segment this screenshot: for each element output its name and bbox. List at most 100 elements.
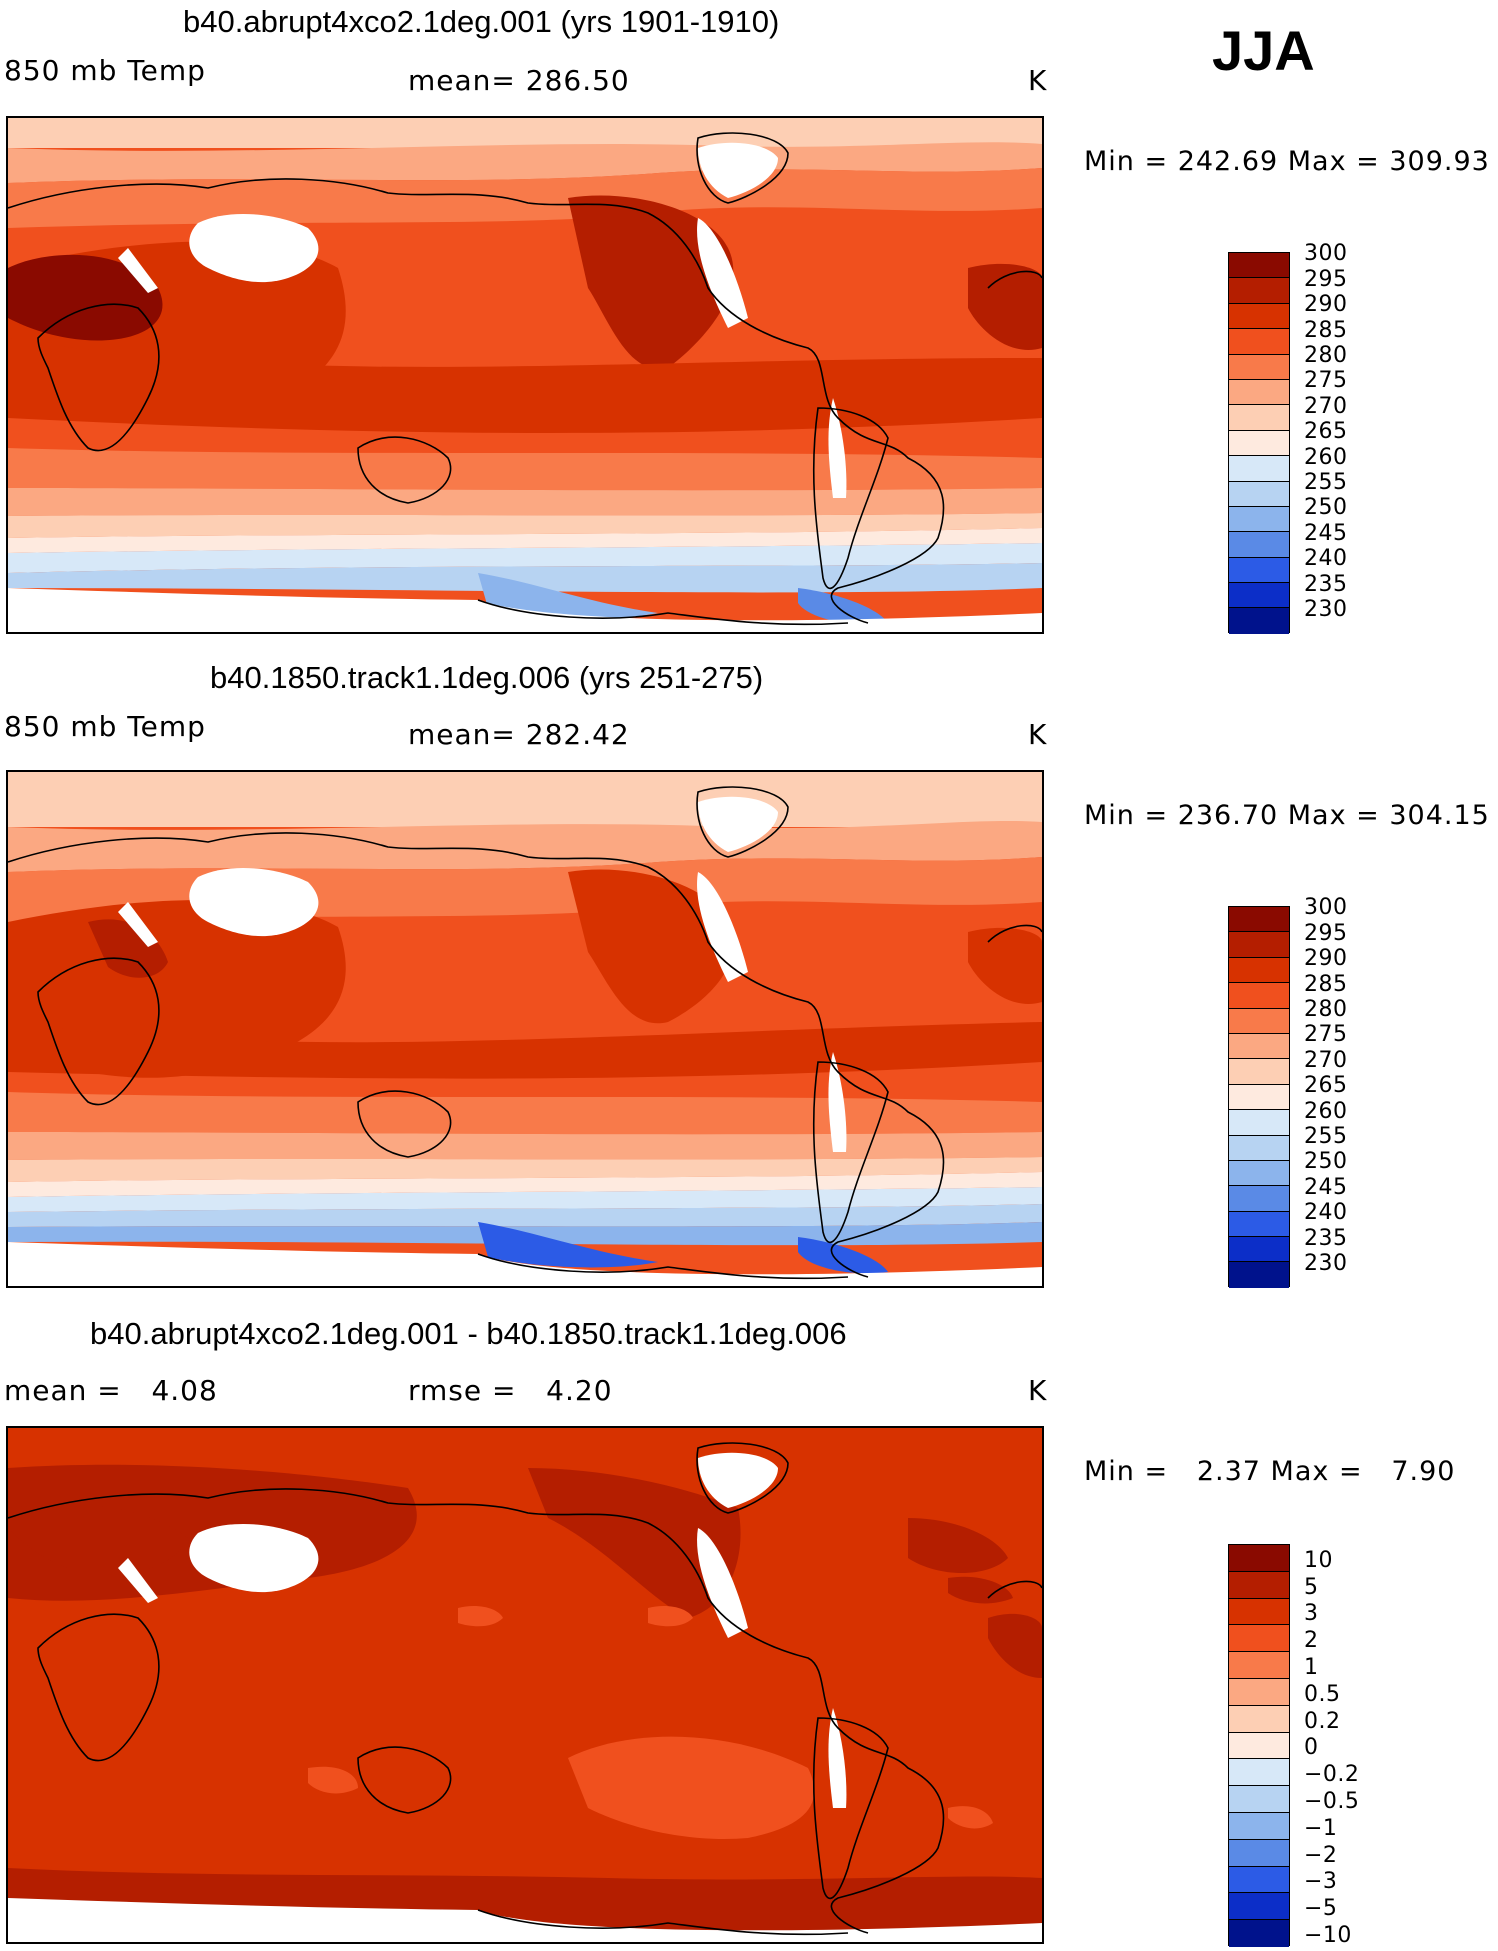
panel-1-variable-label: 850 mb Temp	[4, 54, 206, 87]
colorbar-tick-label: 275	[1304, 1022, 1348, 1048]
colorbar-tick-label: −5	[1304, 1896, 1338, 1922]
colorbar-swatch	[1229, 456, 1289, 482]
colorbar-tick-label: 10	[1304, 1547, 1333, 1573]
panel-2-map	[6, 770, 1044, 1288]
colorbar-swatch	[1229, 1084, 1289, 1111]
colorbar-tick-label: 3	[1304, 1601, 1319, 1627]
colorbar-tick-label: −1	[1304, 1815, 1338, 1841]
colorbar-swatch	[1229, 1893, 1289, 1921]
colorbar-swatch	[1229, 1008, 1289, 1034]
panel-2-mean-label: mean= 282.42	[408, 718, 630, 751]
colorbar-tick-label: 285	[1304, 317, 1348, 343]
panel-1-units: K	[1028, 64, 1048, 97]
colorbar-tick-label: 0.5	[1304, 1681, 1341, 1707]
colorbar-tick-label: 295	[1304, 920, 1348, 946]
colorbar-swatch	[1229, 253, 1289, 279]
colorbar-swatch	[1229, 1598, 1289, 1626]
colorbar-swatch	[1229, 983, 1289, 1009]
colorbar-swatch	[1229, 1033, 1289, 1060]
panel-3-title: b40.abrupt4xco2.1deg.001 - b40.1850.trac…	[90, 1316, 847, 1351]
colorbar-swatch	[1229, 405, 1289, 431]
colorbar-tick-label: 275	[1304, 368, 1348, 394]
colorbar-swatch	[1229, 1839, 1289, 1867]
panel-1-title: b40.abrupt4xco2.1deg.001 (yrs 1901-1910)	[183, 4, 780, 39]
panel-3-map	[6, 1426, 1044, 1944]
colorbar-tick-label: −10	[1304, 1923, 1352, 1948]
panel-3-min-max: Min = 2.37 Max = 7.90	[1084, 1456, 1456, 1487]
colorbar-swatch	[1229, 1211, 1289, 1238]
colorbar-swatch	[1229, 1786, 1289, 1813]
colorbar-swatch	[1229, 583, 1289, 609]
colorbar-swatch	[1229, 1812, 1289, 1840]
colorbar-swatch	[1229, 1866, 1289, 1894]
colorbar-tick-label: 300	[1304, 241, 1348, 267]
colorbar-tick-label: 250	[1304, 495, 1348, 521]
colorbar-tick-label: 230	[1304, 597, 1348, 622]
colorbar-swatch	[1229, 1732, 1289, 1760]
colorbar-tick-label: 260	[1304, 1098, 1348, 1124]
colorbar-swatch	[1229, 1110, 1289, 1136]
colorbar-tick-label: 235	[1304, 571, 1348, 597]
colorbar-swatch	[1229, 430, 1289, 457]
colorbar-swatch	[1229, 506, 1289, 533]
colorbar-swatch	[1229, 532, 1289, 558]
colorbar-swatch	[1229, 481, 1289, 507]
colorbar-tick-label: 270	[1304, 1047, 1348, 1073]
colorbar-swatch	[1229, 1571, 1289, 1599]
colorbar-tick-label: 280	[1304, 997, 1348, 1022]
colorbar-swatch	[1229, 1678, 1289, 1706]
colorbar-swatch	[1229, 608, 1289, 634]
colorbar-tick-label: 270	[1304, 393, 1348, 419]
colorbar-swatch	[1229, 1759, 1289, 1787]
panel-1-colorbar	[1228, 252, 1290, 634]
colorbar-tick-label: 240	[1304, 546, 1348, 572]
colorbar-tick-label: 295	[1304, 266, 1348, 292]
colorbar-swatch	[1229, 354, 1289, 380]
colorbar-swatch	[1229, 1652, 1289, 1679]
panel-3-map-svg	[8, 1428, 1042, 1942]
colorbar-swatch	[1229, 1262, 1289, 1288]
panel-2-variable-label: 850 mb Temp	[4, 710, 206, 743]
colorbar-swatch	[1229, 1186, 1289, 1212]
colorbar-tick-label: 235	[1304, 1225, 1348, 1251]
panel-2-colorbar	[1228, 906, 1290, 1288]
colorbar-tick-label: 1	[1304, 1655, 1319, 1680]
panel-1-map	[6, 116, 1044, 634]
colorbar-swatch	[1229, 932, 1289, 958]
colorbar-tick-label: 265	[1304, 1073, 1348, 1099]
panel-3-colorbar	[1228, 1544, 1290, 1947]
colorbar-tick-label: −0.2	[1304, 1762, 1360, 1788]
panel-3-mean-label: mean = 4.08	[4, 1374, 218, 1407]
panel-1-mean-label: mean= 286.50	[408, 64, 630, 97]
colorbar-tick-label: 265	[1304, 419, 1348, 445]
colorbar-swatch	[1229, 303, 1289, 330]
panel-2-map-svg	[8, 772, 1042, 1286]
colorbar-tick-label: −2	[1304, 1842, 1338, 1868]
colorbar-tick-label: 5	[1304, 1574, 1319, 1600]
colorbar-swatch	[1229, 1160, 1289, 1187]
colorbar-tick-label: 290	[1304, 946, 1348, 972]
panel-2-min-max: Min = 236.70 Max = 304.15	[1084, 800, 1490, 831]
colorbar-tick-label: 0.2	[1304, 1708, 1341, 1734]
colorbar-swatch	[1229, 1705, 1289, 1733]
panel-1-map-svg	[8, 118, 1042, 632]
colorbar-tick-label: 255	[1304, 470, 1348, 495]
panel-2-units: K	[1028, 718, 1048, 751]
panel-2-title: b40.1850.track1.1deg.006 (yrs 251-275)	[210, 660, 764, 695]
colorbar-swatch	[1229, 957, 1289, 984]
colorbar-tick-label: 250	[1304, 1149, 1348, 1175]
panel-3-rmse-label: rmse = 4.20	[408, 1374, 613, 1407]
colorbar-tick-label: 285	[1304, 971, 1348, 997]
colorbar-swatch	[1229, 1625, 1289, 1653]
colorbar-swatch	[1229, 278, 1289, 304]
colorbar-swatch	[1229, 1237, 1289, 1263]
colorbar-swatch	[1229, 1135, 1289, 1161]
colorbar-swatch	[1229, 329, 1289, 355]
colorbar-tick-label: 290	[1304, 292, 1348, 318]
colorbar-tick-label: 245	[1304, 520, 1348, 546]
colorbar-tick-label: 0	[1304, 1735, 1319, 1761]
colorbar-tick-label: 240	[1304, 1200, 1348, 1226]
colorbar-swatch	[1229, 1059, 1289, 1085]
panel-3-units: K	[1028, 1374, 1048, 1407]
colorbar-swatch	[1229, 1545, 1289, 1572]
